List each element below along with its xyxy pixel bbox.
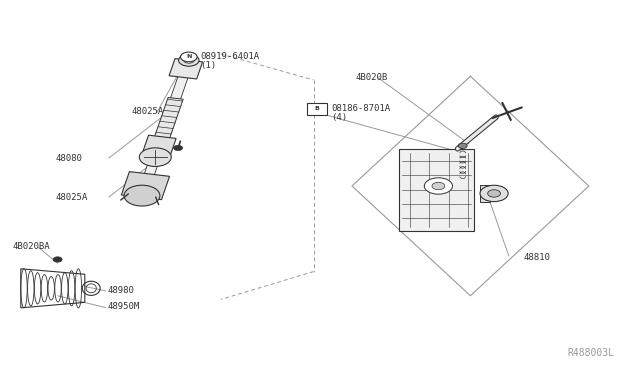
Text: 48025A: 48025A: [56, 193, 88, 202]
FancyBboxPatch shape: [307, 103, 327, 115]
Circle shape: [140, 148, 172, 166]
Text: 48025AA: 48025AA: [131, 107, 169, 116]
Text: 48980: 48980: [108, 286, 134, 295]
Polygon shape: [122, 171, 170, 200]
Text: B: B: [314, 106, 319, 112]
Text: 48950M: 48950M: [108, 302, 140, 311]
Text: 48080: 48080: [56, 154, 83, 163]
Circle shape: [184, 57, 194, 63]
Circle shape: [480, 185, 508, 202]
Text: 4B020BA: 4B020BA: [13, 242, 51, 251]
Circle shape: [488, 190, 500, 197]
Circle shape: [432, 182, 445, 190]
Text: (4): (4): [331, 113, 347, 122]
Circle shape: [173, 145, 182, 151]
Polygon shape: [134, 60, 194, 203]
Polygon shape: [399, 149, 474, 231]
Text: N: N: [186, 54, 191, 60]
Circle shape: [179, 54, 199, 66]
Text: 08186-8701A: 08186-8701A: [331, 104, 390, 113]
Circle shape: [180, 52, 197, 62]
Text: 08919-6401A: 08919-6401A: [200, 52, 259, 61]
Text: 48810: 48810: [524, 253, 550, 262]
Polygon shape: [480, 185, 490, 202]
Polygon shape: [141, 135, 176, 161]
Text: 4B020B: 4B020B: [355, 73, 387, 81]
Text: R488003L: R488003L: [568, 348, 614, 358]
Circle shape: [124, 185, 160, 206]
Text: (1): (1): [200, 61, 216, 70]
Circle shape: [458, 143, 467, 148]
Polygon shape: [154, 97, 183, 141]
Polygon shape: [169, 59, 203, 79]
Circle shape: [424, 178, 452, 194]
Circle shape: [53, 257, 62, 262]
